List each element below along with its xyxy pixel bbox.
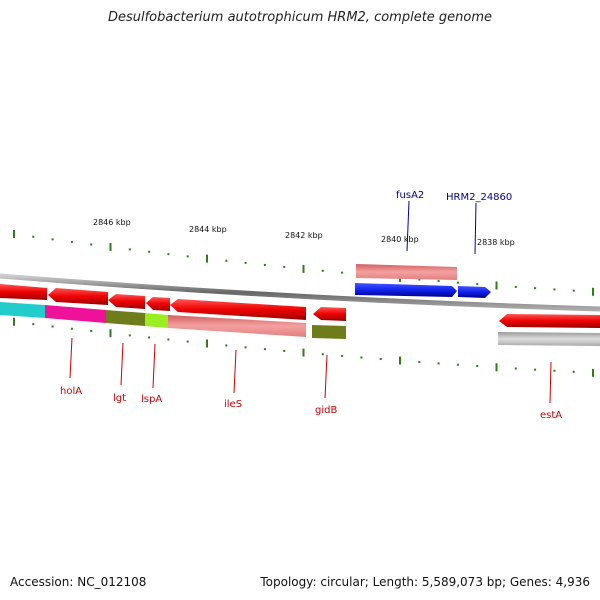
gene-label-lgt[interactable]: lgt [113, 393, 126, 404]
red-leader-lines [69, 337, 552, 404]
cog-segment-cyan [0, 302, 45, 318]
gene-fusA2[interactable] [356, 264, 457, 280]
cog-segment-gidB [312, 325, 346, 339]
gene-arrow-1[interactable] [0, 284, 47, 300]
cog-segment-estA [498, 332, 600, 346]
gene-label-gidB[interactable]: gidB [315, 405, 337, 416]
cog-segment-lspA [145, 313, 168, 328]
cog-segment-ileS [168, 315, 306, 337]
gene-fusA2-arrow[interactable] [355, 283, 457, 297]
gene-label-lspA[interactable]: lspA [141, 394, 162, 405]
tick-label-2840: 2840 kbp [381, 235, 419, 244]
cog-segment-lgt [106, 310, 145, 326]
tick-label-2838: 2838 kbp [477, 238, 515, 247]
gene-gidB-arrow[interactable] [313, 307, 346, 321]
inner-tick-row [13, 317, 594, 377]
gene-ileS-arrow[interactable] [170, 299, 306, 320]
genome-backbone [0, 273, 600, 312]
cog-segment-holA [45, 305, 106, 323]
accession-text: Accession: NC_012108 [10, 575, 147, 589]
genome-summary-text: Topology: circular; Length: 5,589,073 bp… [260, 575, 590, 589]
map-title: Desulfobacterium autotrophicum HRM2, com… [107, 10, 493, 25]
gene-lgt-arrow[interactable] [108, 294, 145, 309]
gene-holA-arrow[interactable] [48, 288, 108, 305]
gene-label-fusA2[interactable]: fusA2 [396, 190, 424, 201]
gene-label-estA[interactable]: estA [540, 410, 562, 421]
gene-lspA-arrow[interactable] [146, 297, 170, 311]
gene-label-holA[interactable]: holA [60, 386, 82, 397]
gene-HRM2_24860[interactable] [458, 286, 491, 298]
gene-label-ileS[interactable]: ileS [224, 399, 242, 410]
tick-label-2842: 2842 kbp [285, 231, 323, 240]
tick-label-2844: 2844 kbp [189, 225, 227, 234]
gene-label-HRM2_24860[interactable]: HRM2_24860 [446, 192, 512, 203]
gene-estA-arrow[interactable] [499, 314, 600, 328]
tick-label-2846: 2846 kbp [93, 218, 131, 227]
blue-leader-lines [406, 200, 477, 255]
